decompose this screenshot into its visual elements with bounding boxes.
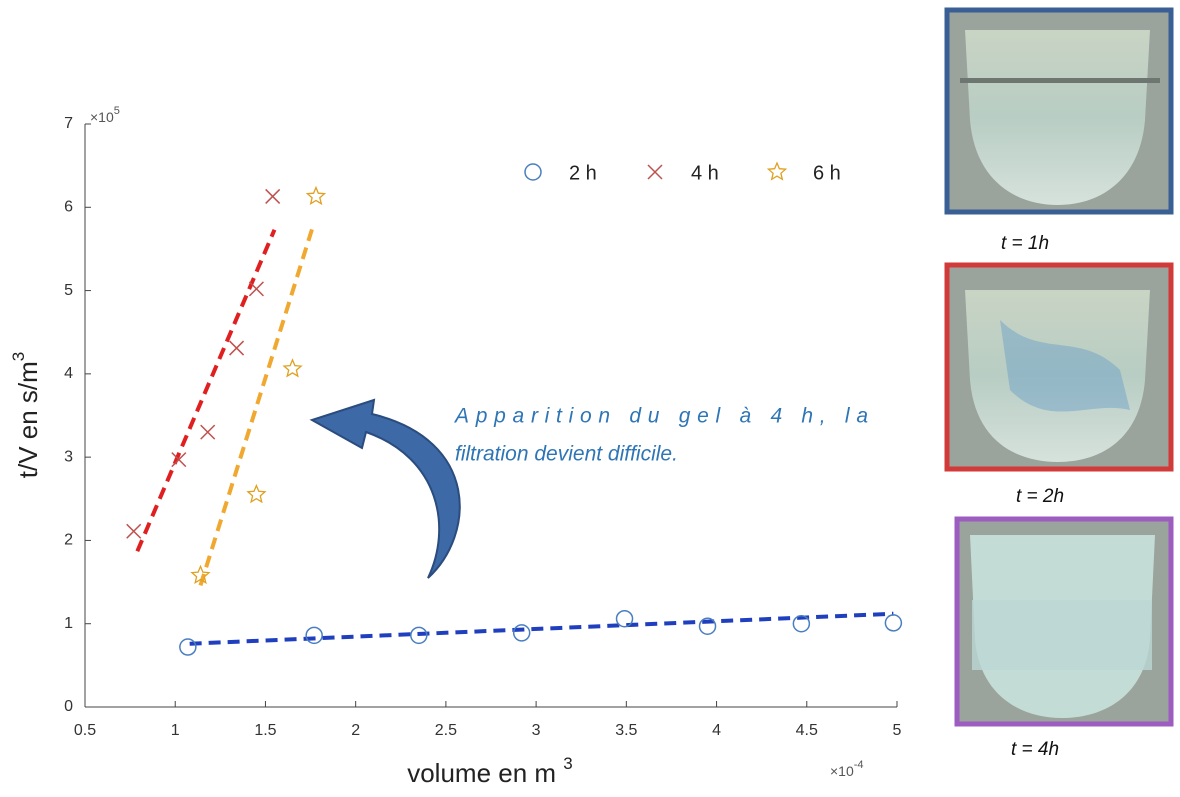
point <box>305 185 327 206</box>
fit-line <box>198 227 315 587</box>
x-axis-title: volume en m 3 <box>407 754 573 787</box>
x-tick-label: 0.5 <box>74 722 96 739</box>
y-tick-label: 3 <box>64 448 73 465</box>
photo-caption: t = 2h <box>1016 486 1064 507</box>
annotation: Apparition du gel à 4 h, la <box>453 405 868 428</box>
y-tick-label: 4 <box>64 365 73 382</box>
point <box>282 358 303 378</box>
y-tick-label: 1 <box>64 615 73 632</box>
legend-marker <box>647 164 663 180</box>
x-tick-label: 2 <box>351 722 360 739</box>
x-tick-label: 4 <box>712 722 721 739</box>
legend-label: 6 h <box>813 162 841 184</box>
x-tick-label: 1 <box>171 722 180 739</box>
point <box>615 609 634 628</box>
point <box>179 638 197 656</box>
point <box>246 483 267 504</box>
photo <box>944 7 1174 727</box>
fit-line <box>189 611 894 646</box>
y-tick-label: 5 <box>64 282 73 299</box>
x-tick-label: 3.5 <box>615 722 637 739</box>
x-tick-label: 1.5 <box>254 722 276 739</box>
y-tick-label: 0 <box>64 698 73 715</box>
y-tick-label: 2 <box>64 532 73 549</box>
legend-label: 4 h <box>691 162 719 184</box>
point <box>698 617 717 635</box>
point <box>171 452 187 468</box>
point <box>200 424 216 440</box>
point <box>305 626 323 645</box>
legend-marker <box>524 163 542 181</box>
point <box>884 614 903 632</box>
arrow <box>309 398 461 579</box>
y-axis-title: t/V en s/m3 <box>9 352 42 479</box>
photo-caption: t = 1h <box>1001 233 1049 254</box>
point <box>248 281 264 297</box>
x-tick-label: 2.5 <box>435 722 457 739</box>
point <box>410 626 428 645</box>
point <box>190 564 211 585</box>
annotation: filtration devient difficile. <box>455 443 678 466</box>
y-tick-label: 7 <box>64 115 73 132</box>
x-tick-label: 3 <box>532 722 541 739</box>
photo-caption: t = 4h <box>1011 739 1059 760</box>
y-multiplier: ×105 <box>90 105 120 125</box>
fit-line <box>135 228 277 553</box>
point <box>126 523 142 539</box>
point <box>265 188 281 204</box>
legend-label: 2 h <box>569 162 597 184</box>
point <box>792 614 811 633</box>
point <box>229 340 245 356</box>
y-tick-label: 6 <box>64 199 73 216</box>
x-multiplier: ×10-4 <box>830 759 864 779</box>
point <box>512 624 531 642</box>
legend-marker <box>766 161 788 181</box>
x-tick-label: 4.5 <box>796 722 818 739</box>
x-tick-label: 5 <box>893 722 902 739</box>
